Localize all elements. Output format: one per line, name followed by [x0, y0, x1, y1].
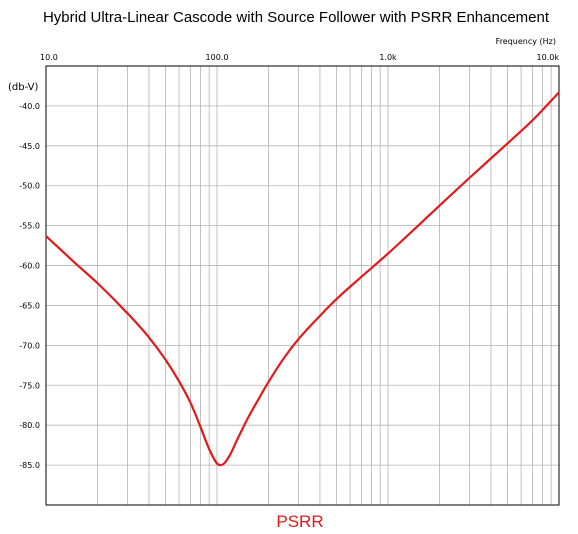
y-tick-label: -45.0	[19, 142, 40, 151]
y-tick-label: -85.0	[19, 461, 40, 470]
chart-title: Hybrid Ultra-Linear Cascode with Source …	[43, 9, 550, 26]
y-tick-label: -80.0	[19, 421, 40, 430]
y-axis-label: (db-V)	[8, 82, 38, 93]
y-tick-label: -60.0	[19, 262, 40, 271]
y-tick-label: -70.0	[19, 341, 40, 350]
x-tick-label: 10.0	[40, 53, 58, 62]
y-tick-labels: -40.0 -45.0 -50.0 -55.0 -60.0 -65.0 -70.0 -75.0…	[19, 102, 40, 470]
x-tick-label: 10.0k	[537, 53, 560, 62]
y-tick-label: -65.0	[19, 301, 40, 310]
y-tick-label: -50.0	[19, 182, 40, 191]
x-tick-label: 1.0k	[379, 53, 397, 62]
x-tick-labels: 10.0 100.0 1.0k 10.0k	[40, 53, 559, 62]
x-tick-label: 100.0	[206, 53, 229, 62]
series-name-label: PSRR	[276, 512, 323, 531]
x-axis-label: Frequency (Hz)	[496, 37, 556, 46]
plot-frame	[45, 65, 560, 506]
y-tick-label: -55.0	[19, 222, 40, 231]
y-tick-label: -75.0	[19, 381, 40, 390]
series-line-psrr	[45, 91, 560, 467]
y-tick-label: -40.0	[19, 102, 40, 111]
grid	[46, 66, 559, 505]
series-layer	[45, 91, 560, 467]
